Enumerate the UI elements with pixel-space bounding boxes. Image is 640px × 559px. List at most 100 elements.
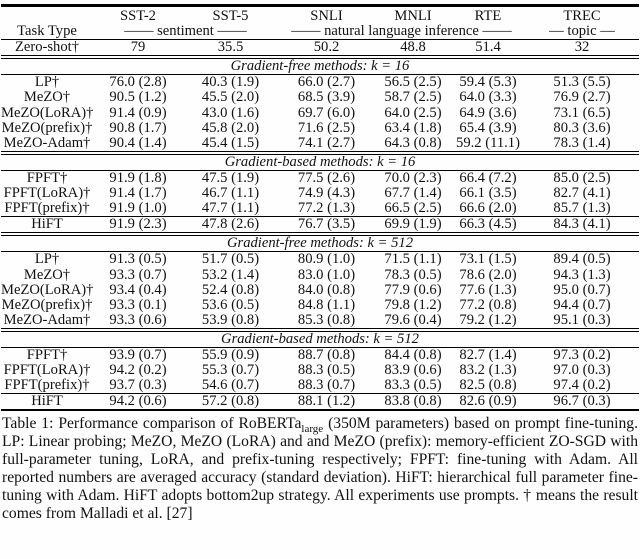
column-header-snli: SNLI	[310, 8, 343, 24]
cell-value: 64.3 (0.8)	[375, 135, 451, 155]
cell-value: 93.9 (0.7)	[109, 347, 167, 363]
cell-value: 51.7 (0.5)	[201, 251, 260, 268]
cell-value: 82.7 (1.4)	[459, 347, 517, 363]
cell-value: 48.8	[375, 39, 451, 60]
table-row: FPFT(prefix)† 91.9 (1.0) 47.7 (1.1) 77.2 (1…	[1, 201, 639, 217]
section-title: Gradient-based methods: k = 16	[1, 152, 639, 171]
cell-value: 76.0 (2.8)	[109, 74, 167, 91]
table-row: MeZO(prefix)† 93.3 (0.1) 53.6 (0.5) 84.8 (1…	[1, 298, 639, 313]
cell-value: 69.9 (1.9)	[375, 216, 451, 237]
cell-value: 67.7 (1.4)	[384, 186, 442, 202]
cell-value: 79	[93, 39, 183, 60]
table-row: LP† 91.3 (0.5) 51.7 (0.5) 80.9 (1.0) 71.5 (1…	[1, 252, 639, 268]
cell-value: 80.3 (3.6)	[553, 120, 611, 136]
cell-value: 96.7 (0.3)	[525, 393, 639, 411]
task-group-topic: — topic —	[525, 24, 639, 41]
cell-value: 43.0 (1.6)	[201, 105, 260, 121]
cell-value: 68.5 (3.9)	[297, 90, 356, 106]
cell-value: 88.1 (1.2)	[278, 393, 375, 411]
cell-value: 91.9 (2.3)	[93, 216, 183, 237]
cell-value: 88.3 (0.7)	[297, 378, 356, 394]
cell-value: 45.8 (2.0)	[201, 120, 260, 136]
cell-value: 93.3 (0.6)	[93, 312, 183, 332]
cell-value: 40.3 (1.9)	[201, 74, 260, 91]
column-header-row: SST-2 SST-5 SNLI MNLI RTE TREC	[1, 6, 639, 25]
cell-value: 53.9 (0.8)	[183, 312, 278, 332]
table-row: MeZO(LoRA)† 93.4 (0.4) 52.4 (0.8) 84.0 (0.8…	[1, 283, 639, 298]
cell-value: 93.4 (0.4)	[109, 282, 167, 298]
cell-value: 50.2	[278, 39, 375, 60]
row-label: LP†	[34, 74, 60, 91]
cell-value: 63.4 (1.8)	[384, 120, 442, 136]
section-header-gradient-based-k512: Gradient-based methods: k = 512	[1, 329, 639, 348]
cell-value: 97.4 (0.2)	[553, 378, 611, 394]
row-label: HiFT	[1, 393, 93, 411]
cell-value: 64.0 (2.5)	[384, 105, 442, 121]
cell-value: 51.3 (5.5)	[553, 74, 611, 91]
cell-value: 95.1 (0.3)	[525, 312, 639, 332]
cell-value: 58.7 (2.5)	[384, 90, 442, 106]
table-row: HiFT 94.2 (0.6) 57.2 (0.8) 88.1 (1.2) 83.8 (…	[1, 393, 639, 411]
cell-value: 94.2 (0.2)	[109, 363, 167, 379]
cell-value: 66.3 (4.5)	[451, 216, 525, 237]
cell-value: 66.0 (2.7)	[297, 74, 356, 91]
cell-value: 80.9 (1.0)	[297, 251, 356, 268]
cell-value: 53.6 (0.5)	[201, 297, 260, 313]
cell-value: 71.5 (1.1)	[384, 251, 442, 268]
cell-value: 47.8 (2.6)	[183, 216, 278, 237]
cell-value: 45.5 (2.0)	[201, 90, 260, 106]
cell-value: 56.5 (2.5)	[384, 74, 442, 91]
row-label: MeZO(LoRA)†	[1, 105, 93, 121]
column-header-sst5: SST-5	[212, 8, 249, 24]
cell-value: 66.5 (2.5)	[384, 201, 442, 217]
task-group-nli: —— natural language inference ——	[278, 24, 525, 41]
cell-value: 47.7 (1.1)	[201, 201, 260, 217]
cell-value: 55.9 (0.9)	[201, 347, 260, 363]
row-label: LP†	[34, 251, 60, 268]
cell-value: 97.3 (0.2)	[553, 347, 611, 363]
row-label: FPFT(prefix)†	[4, 378, 90, 394]
cell-value: 79.6 (0.4)	[375, 312, 451, 332]
cell-value: 84.8 (1.1)	[297, 297, 356, 313]
row-label: MeZO(LoRA)†	[1, 282, 93, 298]
column-header-sst2: SST-2	[120, 8, 156, 24]
cell-value: 82.5 (0.8)	[459, 378, 517, 394]
caption-subscript: large	[301, 423, 324, 436]
cell-value: 64.0 (3.3)	[459, 90, 517, 106]
table-row: MeZO-Adam† 90.4 (1.4) 45.4 (1.5) 74.1 (2.7)…	[1, 135, 639, 155]
cell-value: 64.9 (3.6)	[459, 105, 517, 121]
cell-value: 55.3 (0.7)	[201, 363, 260, 379]
cell-value: 84.4 (0.8)	[384, 347, 442, 363]
cell-value: 93.7 (0.3)	[109, 378, 167, 394]
cell-value: 78.3 (1.4)	[525, 135, 639, 155]
task-group-sentiment: —— sentiment ——	[93, 24, 278, 41]
cell-value: 78.3 (0.5)	[384, 267, 442, 283]
cell-value: 94.4 (0.7)	[553, 297, 611, 313]
zero-shot-row: Zero-shot† 79 35.5 50.2 48.8 51.4 32	[1, 39, 639, 60]
cell-value: 88.3 (0.5)	[297, 363, 356, 379]
cell-value: 77.6 (1.3)	[459, 282, 517, 298]
cell-value: 59.4 (5.3)	[459, 74, 517, 91]
cell-value: 82.7 (4.1)	[553, 186, 611, 202]
cell-value: 77.5 (2.6)	[297, 170, 356, 186]
cell-value: 90.5 (1.2)	[109, 90, 167, 106]
table-row: FPFT† 91.9 (1.8) 47.5 (1.9) 77.5 (2.6) 70.0 …	[1, 170, 639, 186]
row-label: MeZO†	[23, 267, 71, 283]
cell-value: 79.8 (1.2)	[384, 297, 442, 313]
cell-value: 93.3 (0.1)	[109, 297, 167, 313]
cell-value: 94.3 (1.3)	[553, 267, 611, 283]
column-header-rte: RTE	[474, 8, 502, 24]
cell-value: 52.4 (0.8)	[201, 282, 260, 298]
cell-value: 65.4 (3.9)	[459, 120, 517, 136]
section-header-gradient-free-k16: Gradient-free methods: k = 16	[1, 57, 639, 76]
cell-value: 77.2 (1.3)	[297, 201, 356, 217]
cell-value: 53.2 (1.4)	[201, 267, 260, 283]
cell-value: 83.8 (0.8)	[375, 393, 451, 411]
task-type-label: Task Type	[1, 24, 93, 41]
task-type-row: Task Type —— sentiment —— —— natural lan…	[1, 24, 639, 41]
cell-value: 94.2 (0.6)	[93, 393, 183, 411]
cell-value: 91.3 (0.5)	[109, 251, 167, 268]
cell-value: 47.5 (1.9)	[201, 170, 260, 186]
column-header-spacer	[1, 6, 93, 25]
